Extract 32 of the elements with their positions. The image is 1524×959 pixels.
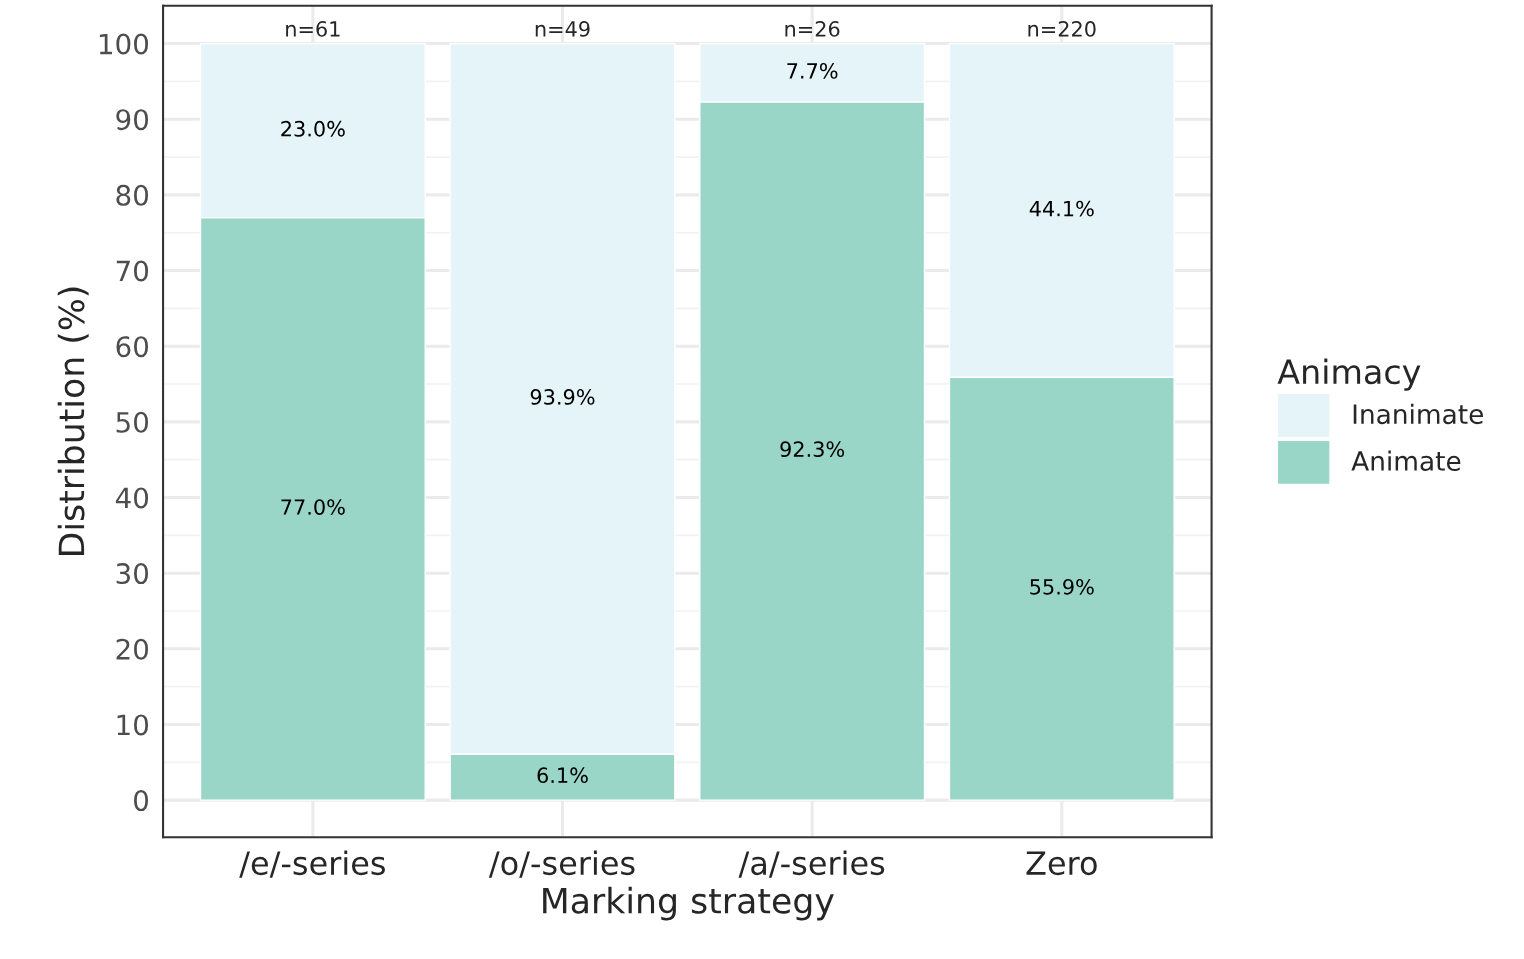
x-tick-label: Zero xyxy=(1026,851,1097,876)
y-tick-label: 30 xyxy=(116,563,149,585)
x-tick-label: /e/-series xyxy=(239,850,385,878)
y-tick-label: 70 xyxy=(116,260,149,282)
y-tick-label: 0 xyxy=(134,790,149,812)
annotation: n=49 xyxy=(535,21,590,37)
data-label: 93.9% xyxy=(530,389,595,405)
annotation: n=61 xyxy=(286,21,340,37)
x-tick-label: /a/-series xyxy=(738,850,885,878)
y-tick-label: 60 xyxy=(116,336,149,358)
y-axis-title: Distribution (%) xyxy=(57,287,89,555)
y-tick-label: 80 xyxy=(116,184,149,206)
y-tick-label: 90 xyxy=(116,109,149,131)
y-tick-label: 40 xyxy=(115,487,149,509)
x-tick-label: /o/-series xyxy=(488,850,635,878)
data-label: 77.0% xyxy=(281,499,345,515)
data-label: 23.0% xyxy=(281,120,345,137)
legend-label: Animate xyxy=(1351,450,1461,471)
annotation: n=26 xyxy=(785,21,840,37)
annotation: n=220 xyxy=(1028,21,1096,37)
data-label: 6.1% xyxy=(537,767,588,784)
legend-title: Animacy xyxy=(1277,358,1421,391)
data-label: 92.3% xyxy=(780,441,845,458)
data-label: 7.7% xyxy=(787,63,838,79)
y-tick-label: 100 xyxy=(99,33,149,55)
data-label: 44.1% xyxy=(1029,200,1094,217)
y-tick-label: 50 xyxy=(116,411,149,433)
x-axis-title: Marking strategy xyxy=(543,886,834,921)
data-label: 55.9% xyxy=(1030,578,1094,595)
y-tick-label: 20 xyxy=(116,638,149,660)
legend-label: Inanimate xyxy=(1353,403,1483,425)
y-tick-label: 10 xyxy=(117,714,149,736)
